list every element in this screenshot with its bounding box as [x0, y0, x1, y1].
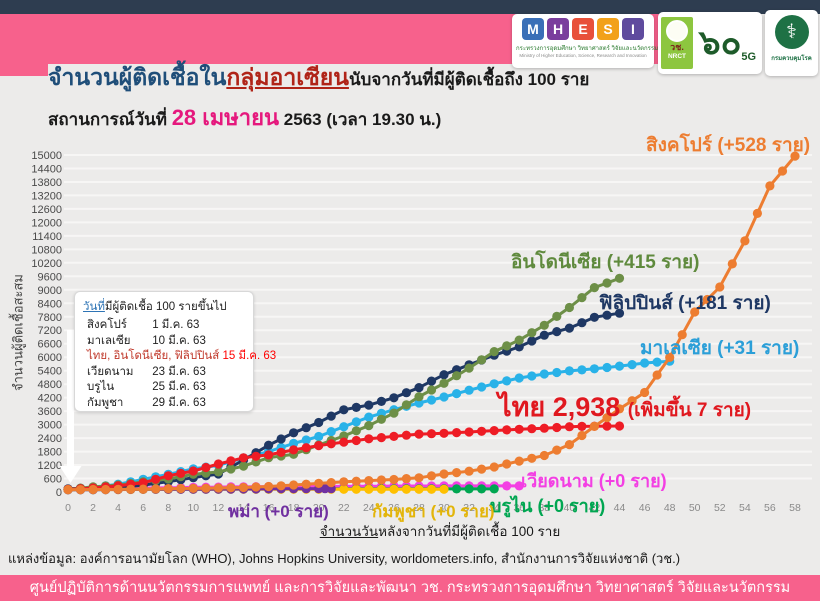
five-g-text: 5G [741, 51, 757, 63]
svg-text:1200: 1200 [38, 460, 62, 472]
nrct-english-abbr: NRCT [667, 53, 687, 60]
mhesi-letter-E: E [572, 18, 594, 40]
svg-text:58: 58 [789, 502, 801, 514]
mhesi-english-name: Ministry of Higher Education, Science, R… [519, 53, 647, 58]
svg-text:11400: 11400 [32, 231, 62, 243]
svg-text:14400: 14400 [31, 164, 62, 176]
top-navy-bar [0, 0, 820, 14]
svg-text:22: 22 [338, 502, 350, 514]
x-axis-title: จำนวนวันหลังจากวันที่มีผู้ติดเชื้อ 100 ร… [250, 520, 630, 542]
title-suffix: นับจากวันที่มีผู้ติดเชื้อถึง 100 ราย [348, 70, 590, 89]
svg-text:50: 50 [689, 502, 701, 514]
nrct-seal-icon [666, 20, 688, 42]
mhesi-letter-I: I [622, 18, 644, 40]
svg-text:6: 6 [140, 502, 146, 514]
svg-text:15000: 15000 [31, 150, 62, 162]
x-axis-title-rest: หลังจากวันที่มีผู้ติดเชื้อ 100 ราย [378, 524, 561, 539]
legend-start-dates-box: วันที่มีผู้ติดเชื้อ 100 รายขึ้นไป สิงคโป… [74, 291, 277, 412]
label-myanmar: พม่า (+0 ราย) [228, 502, 329, 521]
label-brunei: บรูไน (+0 ราย) [490, 496, 606, 516]
situation-prefix: สถานการณ์วันที่ [48, 110, 172, 129]
svg-text:54: 54 [739, 502, 751, 514]
x-axis-title-underlined: จำนวนวัน [319, 524, 379, 539]
title-prefix: จำนวนผู้ติดเชื้อใน [48, 64, 227, 90]
legend-title-rest: มีผู้ติดเชื้อ 100 รายขึ้นไป [104, 301, 227, 313]
svg-text:10: 10 [187, 502, 199, 514]
svg-text:600: 600 [44, 474, 62, 486]
label-singapore: สิงคโปร์ (+528 ราย) [646, 135, 811, 156]
svg-text:0: 0 [65, 502, 71, 514]
label-malaysia: มาเลเซีย (+31 ราย) [640, 338, 800, 359]
svg-text:2400: 2400 [38, 433, 62, 445]
y-axis-title: จำนวนผู้ติดเชื้อสะสม [10, 274, 26, 391]
mhesi-letter-H: H [547, 18, 569, 40]
disease-control-dept-name: กรมควบคุมโรค [771, 56, 812, 62]
footer-bar: ศูนย์ปฏิบัติการด้านนวัตกรรมการแพทย์ และก… [0, 575, 820, 601]
mhesi-letter-M: M [522, 18, 544, 40]
svg-text:52: 52 [714, 502, 726, 514]
svg-text:4800: 4800 [38, 379, 62, 391]
svg-text:4200: 4200 [38, 393, 62, 405]
mhesi-thai-name: กระทรวงการอุดมศึกษา วิทยาศาสตร์ วิจัยและ… [516, 46, 659, 52]
svg-text:56: 56 [764, 502, 776, 514]
svg-text:12600: 12600 [31, 204, 62, 216]
svg-text:13800: 13800 [31, 177, 62, 189]
pink-header-band-left [0, 14, 48, 76]
label-indonesia: อินโดนีเซีย (+415 ราย) [511, 252, 700, 273]
svg-text:8400: 8400 [38, 298, 62, 310]
svg-text:7200: 7200 [38, 325, 62, 337]
label-thailand: ไทย 2,938 (เพิ่มขึ้น 7 ราย) [498, 392, 752, 422]
svg-text:7800: 7800 [38, 312, 62, 324]
nrct-thai-abbr: วช. [670, 42, 684, 52]
title-asean-highlight: กลุ่มอาเซียน [226, 64, 349, 90]
nrct-60th-logo: วช. NRCT ๖๐ 5G [658, 12, 762, 74]
svg-text:1800: 1800 [38, 447, 62, 459]
legend-row-cambodia: กัมพูชา 29 มี.ค. 63 [87, 396, 206, 409]
page-title: จำนวนผู้ติดเชื้อในกลุ่มอาเซียนนับจากวันท… [48, 60, 589, 96]
svg-text:12000: 12000 [31, 217, 62, 229]
legend-title-underlined: วันที่ [83, 301, 105, 313]
svg-text:44: 44 [614, 502, 626, 514]
svg-text:13200: 13200 [31, 190, 62, 202]
svg-text:0: 0 [56, 487, 62, 499]
svg-text:9600: 9600 [38, 271, 62, 283]
disease-control-dept-logo: ⚕ กรมควบคุมโรค [765, 10, 818, 76]
svg-text:12: 12 [213, 502, 225, 514]
legend-row-singapore: สิงคโปร์ 1 มี.ค. 63 [87, 319, 200, 331]
svg-text:6600: 6600 [38, 339, 62, 351]
mhesi-letter-S: S [597, 18, 619, 40]
legend-row-brunei: บรูไน 25 มี.ค. 63 [87, 381, 206, 393]
legend-row-vietnam: เวียดนาม 23 มี.ค. 63 [87, 365, 206, 378]
situation-date-line: สถานการณ์วันที่ 28 เมษายน 2563 (เวลา 19.… [48, 100, 441, 135]
svg-text:5400: 5400 [38, 366, 62, 378]
legend-row-thailand-indonesia-philippines: ไทย, อินโดนีเซีย, ฟิลิปปินส์ 15 มี.ค. 63 [87, 350, 277, 362]
svg-text:46: 46 [639, 502, 651, 514]
svg-text:10200: 10200 [31, 258, 62, 270]
nrct-emblem: วช. NRCT [661, 17, 693, 69]
svg-text:6000: 6000 [38, 352, 62, 364]
legend-title: วันที่มีผู้ติดเชื้อ 100 รายขึ้นไป [83, 298, 245, 316]
svg-text:48: 48 [664, 502, 676, 514]
situation-date: 28 เมษายน [171, 105, 280, 130]
caduceus-icon: ⚕ [774, 15, 809, 49]
svg-text:10800: 10800 [31, 244, 62, 256]
sixty-anniversary-numerals: ๖๐ [699, 24, 742, 62]
data-source-line: แหล่งข้อมูล: องค์การอนามัยโลก (WHO), Joh… [8, 551, 681, 566]
svg-text:8: 8 [165, 502, 171, 514]
svg-text:2: 2 [90, 502, 96, 514]
situation-year-time: 2563 (เวลา 19.30 น.) [279, 110, 442, 129]
label-vietnam: เวียดนาม (+0 ราย) [521, 471, 667, 491]
svg-text:9000: 9000 [38, 285, 62, 297]
label-philippines: ฟิลิปปินส์ (+181 ราย) [599, 293, 771, 314]
svg-text:3000: 3000 [38, 420, 62, 432]
legend-row-malaysia: มาเลเซีย 10 มี.ค. 63 [87, 334, 206, 347]
svg-text:4: 4 [115, 502, 121, 514]
svg-text:3600: 3600 [38, 406, 62, 418]
label-cambodia: กัมพูชา (+0 ราย) [372, 502, 495, 521]
